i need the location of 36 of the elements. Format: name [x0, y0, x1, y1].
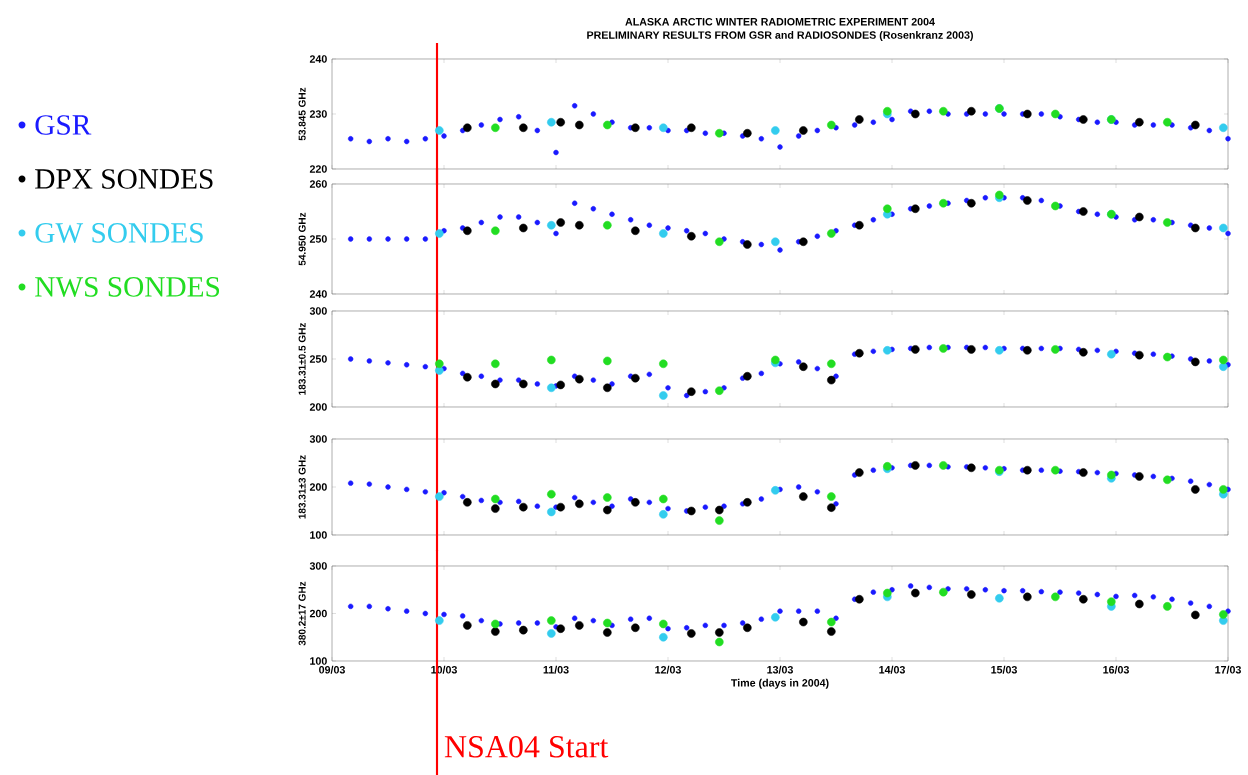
- x-tick-label: 17/03: [1215, 665, 1241, 674]
- x-tick-label: 16/03: [1103, 665, 1129, 674]
- y-axis-title: 54.950 GHz: [298, 212, 306, 266]
- legend-label: DPX SONDES: [35, 169, 213, 189]
- legend-label: NWS SONDES: [35, 277, 220, 297]
- x-tick-label: 12/03: [655, 665, 681, 674]
- y-tick-label: 100: [310, 657, 327, 665]
- y-tick-label: 300: [309, 435, 327, 443]
- chart-title: ALASKA ARCTIC WINTER RADIOMETRIC EXPERIMENT 2004: [625, 17, 935, 26]
- y-tick-label: 200: [309, 403, 327, 411]
- y-axis-title: 183.31±3 GHz: [298, 455, 306, 519]
- y-tick-label: 250: [309, 235, 327, 243]
- x-tick-label: 11/03: [543, 665, 569, 674]
- ref-line-label: NSA04 Start: [444, 735, 609, 758]
- y-tick-label: 200: [309, 483, 327, 491]
- chart-subtitle: PRELIMINARY RESULTS FROM GSR and RADIOSONDES (Rosenkranz 2003): [587, 31, 973, 41]
- x-tick-label: 13/03: [767, 665, 793, 674]
- y-tick-label: 260: [309, 180, 327, 188]
- y-tick-label: 240: [309, 55, 327, 63]
- y-tick-label: 250: [309, 355, 327, 363]
- y-tick-label: 220: [309, 165, 327, 173]
- legend-label: GW SONDES: [35, 223, 203, 243]
- y-tick-label: 240: [309, 290, 327, 298]
- x-axis-title: Time (days in 2004): [731, 678, 829, 689]
- x-tick-label: 09/03: [319, 665, 345, 674]
- x-tick-label: 15/03: [991, 665, 1017, 674]
- y-axis-title: 183.31±0.5 GHz: [298, 322, 306, 395]
- y-tick-label: 230: [309, 110, 327, 118]
- y-tick-label: 300: [309, 307, 327, 315]
- y-tick-label: 200: [309, 609, 327, 618]
- y-tick-label: 100: [310, 531, 327, 539]
- y-axis-title: 380.2±17 GHz: [298, 581, 306, 646]
- x-tick-label: 14/03: [879, 665, 905, 674]
- y-axis-title: 53.845 GHz: [298, 87, 306, 141]
- legend-label: GSR: [35, 115, 92, 135]
- y-tick-label: 300: [309, 562, 327, 570]
